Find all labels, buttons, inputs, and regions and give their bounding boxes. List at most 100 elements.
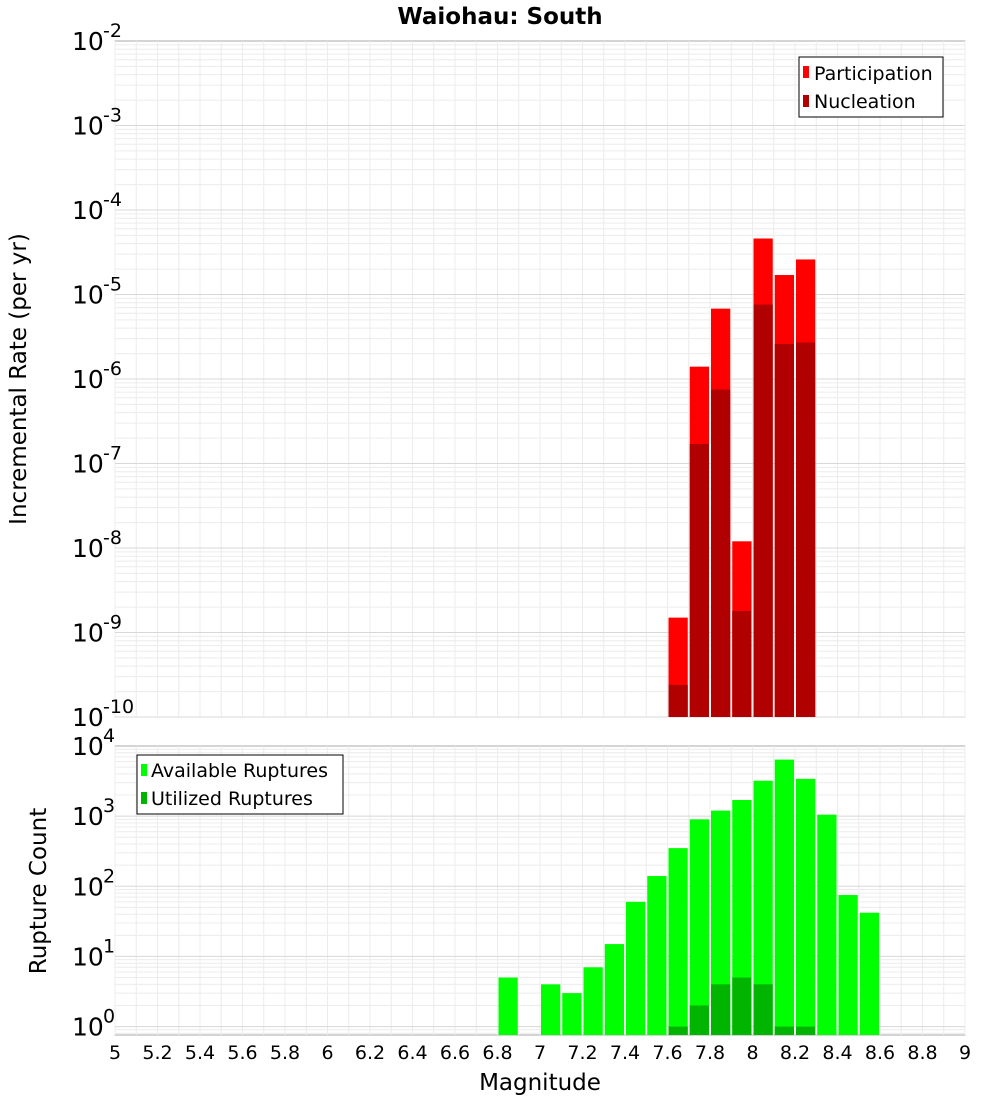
available-ruptures-bar [668,848,688,1035]
rate-y-tick-label: 10 [72,27,104,56]
x-tick-label: 7.2 [567,1042,597,1064]
nucleation-bar [668,684,688,717]
x-tick-label: 7.8 [695,1042,725,1064]
utilized-ruptures-legend-swatch [141,792,147,804]
count-y-tick-label: 10 [72,1013,104,1042]
count-bars [498,759,879,1035]
x-tick-label: 5.4 [185,1042,215,1064]
nucleation-legend-swatch [803,95,809,107]
available-ruptures-legend-label: Available Ruptures [151,760,328,782]
rate-y-axis-label: Incremental Rate (per yr) [6,233,32,525]
rate-y-tick-exponent: -5 [103,274,122,296]
nucleation-bar [732,610,752,717]
participation-legend-swatch [803,66,809,78]
count-y-tick-label: 10 [72,942,104,971]
x-tick-label: 6.4 [397,1042,427,1064]
rate-legend: Participation Nucleation [798,56,944,118]
utilized-ruptures-bar [796,1026,816,1035]
x-tick-label: 8.2 [780,1042,810,1064]
rate-legend-box [798,56,944,118]
available-ruptures-bar [541,984,561,1035]
rate-y-tick-label: 10 [72,365,104,394]
x-tick-label: 8.8 [907,1042,937,1064]
x-tick-label: 6 [321,1042,333,1064]
x-tick-label: 5.6 [227,1042,257,1064]
available-ruptures-bar [796,778,816,1035]
count-y-tick-exponent: 2 [103,865,115,887]
available-ruptures-bar [498,977,518,1035]
x-tick-label: 6.2 [355,1042,385,1064]
participation-legend-label: Participation [814,63,933,85]
utilized-ruptures-bar [711,984,731,1035]
count-legend-box [136,754,344,815]
utilized-ruptures-bar [753,984,773,1035]
available-ruptures-bar [838,895,858,1035]
x-tick-label: 5.2 [142,1042,172,1064]
available-ruptures-bar [647,876,667,1035]
count-y-tick-label: 10 [72,732,104,761]
rate-y-tick-exponent: -9 [103,612,122,634]
x-axis-label: Magnitude [479,1070,601,1096]
available-ruptures-bar [583,967,603,1035]
utilized-ruptures-bar [668,1026,688,1035]
x-tick-label: 9 [959,1042,971,1064]
x-tick-label: 8.4 [822,1042,852,1064]
count-y-tick-exponent: 1 [103,935,115,957]
rate-y-tick-label: 10 [72,703,104,732]
count-y-tick-exponent: 0 [103,1006,115,1028]
rate-y-tick-label: 10 [72,281,104,310]
available-ruptures-bar [711,810,731,1035]
available-ruptures-bar [859,912,879,1035]
nucleation-bar [689,444,709,717]
nucleation-legend-label: Nucleation [814,91,916,113]
rate-y-tick-label: 10 [72,619,104,648]
count-legend: Available Ruptures Utilized Ruptures [136,754,344,815]
x-tick-label: 6.8 [482,1042,512,1064]
nucleation-bar [774,343,794,717]
rate-gridlines [114,41,966,718]
available-ruptures-legend-swatch [141,764,147,776]
available-ruptures-bar [817,814,837,1035]
available-ruptures-bar [753,780,773,1035]
count-y-tick-label: 10 [72,872,104,901]
available-ruptures-bar [626,901,646,1035]
rate-y-tick-exponent: -8 [103,527,122,549]
rate-y-tick-exponent: -7 [103,443,122,465]
rate-y-tick-label: 10 [72,196,104,225]
available-ruptures-bar [732,799,752,1035]
x-tick-label: 7 [534,1042,546,1064]
nucleation-bar [753,304,773,717]
utilized-ruptures-bar [732,977,752,1035]
x-tick-label: 6.6 [440,1042,470,1064]
available-ruptures-bar [562,993,582,1035]
rate-y-tick-exponent: -4 [103,189,122,211]
x-tick-label: 5.8 [270,1042,300,1064]
rate-y-tick-exponent: -6 [103,358,122,380]
utilized-ruptures-bar [774,1026,794,1035]
x-tick-label: 7.6 [652,1042,682,1064]
x-tick-label: 7.4 [610,1042,640,1064]
available-ruptures-bar [604,944,624,1035]
rate-y-tick-label: 10 [72,112,104,141]
count-y-tick-exponent: 4 [103,725,115,747]
available-ruptures-bar [689,819,709,1035]
x-tick-label: 8.6 [865,1042,895,1064]
count-y-tick-label: 10 [72,802,104,831]
utilized-ruptures-legend-label: Utilized Ruptures [151,788,313,810]
figure-title: Waiohau: South [397,4,602,30]
nucleation-bar [796,342,816,717]
rate-y-tick-exponent: -3 [103,105,122,127]
rate-y-tick-label: 10 [72,450,104,479]
count-y-tick-exponent: 3 [103,795,115,817]
nucleation-bar [711,389,731,717]
x-ticks: 5 5.2 5.4 5.6 5.8 6 6.2 6.4 6.6 6.8 7 7.2 7.4 7.6 7.8 8… [109,1042,971,1064]
rate-y-tick-label: 10 [72,534,104,563]
x-tick-label: 5 [109,1042,121,1064]
rate-y-tick-exponent: -2 [103,20,122,42]
x-tick-label: 8 [746,1042,758,1064]
